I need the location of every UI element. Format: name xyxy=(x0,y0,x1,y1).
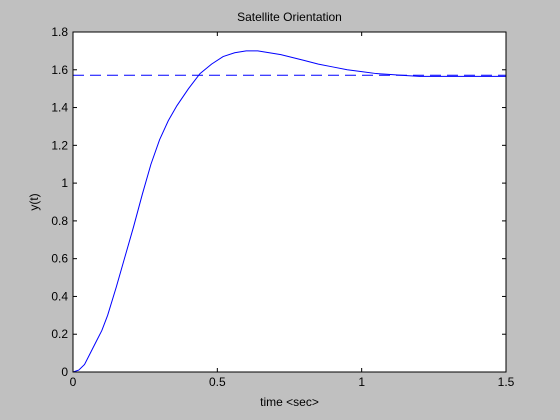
x-tick-label: 1.5 xyxy=(498,375,515,389)
plot-frame xyxy=(72,31,507,373)
y-tick-label: 1.4 xyxy=(51,101,68,115)
chart-title: Satellite Orientation xyxy=(237,10,342,24)
y-tick-label: 0.8 xyxy=(51,214,68,228)
y-axis-label: y(t) xyxy=(27,193,41,210)
series-layer xyxy=(72,50,506,373)
y-tick-label: 1.2 xyxy=(51,138,68,152)
y-tick-label: 1.8 xyxy=(51,25,68,39)
y-tick-label: 0 xyxy=(61,365,68,379)
y-tick-label: 0.6 xyxy=(51,252,68,266)
y-tick-label: 0.4 xyxy=(51,289,68,303)
plot-area xyxy=(73,32,506,372)
response-line xyxy=(72,50,506,373)
x-tick-label: 0 xyxy=(70,375,77,389)
y-tick-label: 1 xyxy=(61,176,68,190)
tick-layer: 0 0.5 1 1.5 0 0.2 0.4 0.6 0.8 1 1.2 1.4 1.6 1.8 xyxy=(51,25,514,389)
x-axis-label: time <sec> xyxy=(260,395,319,409)
x-tick-label: 0.5 xyxy=(209,375,226,389)
y-tick-label: 1.6 xyxy=(51,63,68,77)
x-tick-label: 1 xyxy=(358,375,365,389)
y-tick-label: 0.2 xyxy=(51,327,68,341)
